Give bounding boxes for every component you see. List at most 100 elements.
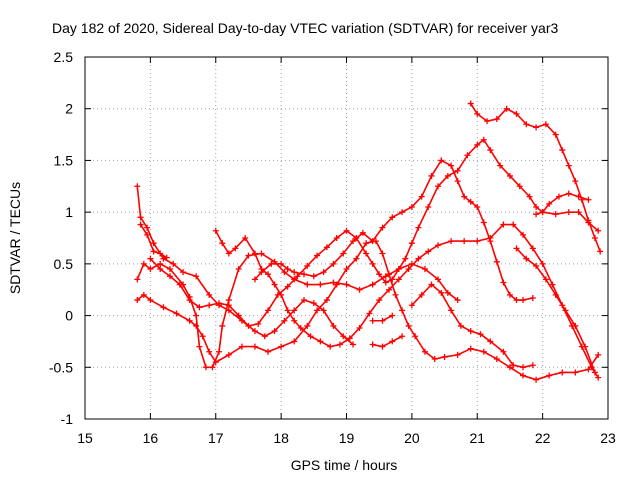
data-point: [418, 193, 425, 200]
data-point: [330, 260, 337, 267]
data-point: [405, 266, 412, 273]
data-point: [529, 362, 536, 369]
data-point: [457, 322, 464, 329]
data-point: [395, 266, 402, 273]
data-point: [585, 366, 592, 373]
data-point: [291, 269, 298, 276]
x-tick-label: 21: [469, 430, 485, 446]
series-sat-e: [251, 157, 536, 304]
data-point: [582, 343, 589, 350]
data-point: [506, 172, 513, 179]
data-point: [510, 362, 517, 369]
data-point: [520, 364, 527, 371]
series-sat-h: [533, 190, 592, 218]
series-sat-g: [467, 100, 604, 255]
data-point: [448, 238, 455, 245]
data-point: [529, 245, 536, 252]
data-point: [166, 273, 173, 280]
data-point: [336, 341, 343, 348]
data-point: [251, 250, 258, 257]
data-point: [435, 183, 442, 190]
data-point: [431, 356, 438, 363]
data-point: [284, 283, 291, 290]
data-point: [242, 235, 249, 241]
data-point: [565, 162, 572, 169]
data-point: [180, 269, 187, 276]
data-point: [415, 224, 422, 231]
data-point: [238, 343, 245, 350]
data-point: [281, 317, 288, 324]
data-point: [147, 255, 154, 262]
data-point: [369, 281, 376, 288]
data-point: [585, 217, 592, 224]
data-point: [294, 273, 301, 280]
data-point: [425, 203, 432, 210]
data-point: [533, 262, 540, 269]
data-point: [454, 297, 461, 304]
x-tick-label: 20: [404, 430, 420, 446]
data-point: [359, 229, 366, 236]
data-point: [542, 121, 549, 128]
series-sat-m: [513, 245, 598, 376]
data-point: [572, 369, 579, 376]
data-point: [196, 304, 203, 311]
data-point: [304, 322, 311, 329]
data-point: [170, 260, 177, 267]
data-point: [425, 248, 432, 255]
data-point: [575, 209, 582, 216]
data-point: [379, 317, 386, 324]
data-point: [199, 333, 206, 340]
data-point: [271, 281, 278, 288]
data-point: [520, 297, 527, 304]
data-point: [389, 214, 396, 221]
data-point: [555, 193, 562, 200]
data-point: [225, 302, 232, 309]
data-point: [304, 281, 311, 288]
data-point: [144, 231, 151, 238]
data-point: [134, 297, 141, 304]
data-point: [330, 322, 337, 329]
data-point: [376, 271, 383, 278]
data-point: [484, 118, 491, 125]
data-point: [533, 124, 540, 131]
series-line: [215, 223, 599, 379]
data-point: [510, 221, 517, 228]
data-point: [474, 203, 481, 210]
data-point: [523, 121, 530, 128]
data-point: [493, 356, 500, 363]
series-sat-b: [134, 250, 461, 371]
data-point: [307, 333, 314, 340]
series-sat-j: [369, 333, 406, 350]
data-point: [585, 196, 592, 203]
data-point: [467, 345, 474, 352]
data-point: [304, 262, 311, 269]
data-point: [369, 341, 376, 348]
data-point: [497, 162, 504, 169]
data-point: [435, 276, 442, 283]
x-tick-label: 19: [339, 430, 355, 446]
data-point: [258, 269, 265, 276]
data-point: [595, 227, 602, 234]
data-point: [408, 302, 415, 309]
data-point: [454, 178, 461, 185]
data-point: [147, 266, 154, 273]
data-point: [506, 291, 513, 298]
data-point: [301, 297, 308, 304]
series-line: [372, 335, 403, 348]
data-point: [225, 297, 232, 304]
data-point: [284, 307, 291, 314]
data-point: [379, 343, 386, 350]
data-point: [506, 364, 513, 371]
data-point: [421, 266, 428, 273]
data-point: [500, 221, 507, 228]
data-point: [310, 300, 317, 307]
data-point: [140, 260, 147, 267]
data-point: [565, 190, 572, 197]
data-point: [353, 235, 360, 241]
data-point: [408, 203, 415, 210]
data-point: [320, 307, 327, 314]
data-point: [533, 211, 540, 218]
data-point: [385, 286, 392, 293]
data-point: [137, 214, 144, 221]
data-point: [163, 254, 170, 261]
